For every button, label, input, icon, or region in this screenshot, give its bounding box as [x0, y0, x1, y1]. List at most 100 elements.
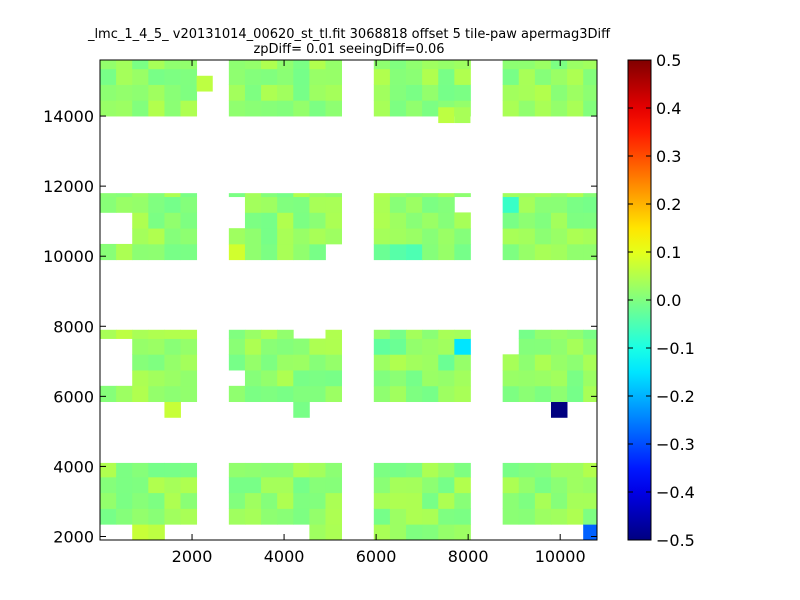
heatmap-cell: [583, 196, 598, 213]
heatmap-cell: [567, 476, 584, 494]
heatmap-cell: [116, 60, 133, 70]
heatmap-cell: [228, 68, 246, 85]
heatmap-cell: [373, 462, 391, 478]
heatmap-cell: [502, 354, 520, 371]
heatmap-cell: [454, 476, 471, 494]
heatmap-cell: [567, 68, 584, 85]
heatmap-cell: [502, 228, 520, 245]
heatmap-cell: [550, 243, 568, 261]
heatmap-cell: [550, 228, 568, 245]
heatmap-cell: [502, 492, 520, 509]
heatmap-cell: [406, 370, 423, 387]
x-axis: 2000 4000 6000 8000 10000: [172, 60, 586, 566]
heatmap-cell: [518, 228, 536, 245]
heatmap-cell: [567, 212, 584, 229]
heatmap-cell: [583, 243, 598, 261]
heatmap-cell: [228, 492, 246, 509]
y-tick-label: 8000: [53, 317, 94, 336]
heatmap-cell: [132, 385, 149, 403]
heatmap-cell: [180, 243, 198, 261]
heatmap-cell: [583, 370, 598, 387]
heatmap-cell: [309, 354, 326, 371]
heatmap-cell: [261, 100, 278, 117]
heatmap-cell: [148, 338, 165, 355]
heatmap-cell: [228, 476, 246, 494]
heatmap-cell: [132, 338, 149, 355]
heatmap-cell: [373, 508, 391, 525]
heatmap-cell: [389, 462, 407, 478]
heatmap-cell: [422, 354, 439, 371]
heatmap-cell: [164, 354, 181, 371]
x-tick-label: 8000: [448, 547, 489, 566]
heatmap-cell: [309, 524, 326, 541]
y-axis: 2000 4000 6000 8000 10000 12000 14000: [43, 107, 597, 546]
heatmap-cell: [518, 508, 536, 525]
heatmap-cell: [228, 100, 246, 117]
heatmap-cell: [373, 370, 391, 387]
heatmap-cell: [550, 329, 568, 339]
heatmap-cell: [550, 100, 568, 117]
heatmap-cell: [148, 193, 165, 198]
heatmap-cell: [550, 60, 568, 70]
heatmap-cell: [406, 243, 423, 261]
heatmap-cell: [164, 476, 181, 494]
heatmap-cell: [373, 212, 391, 229]
heatmap-cell: [100, 462, 117, 478]
heatmap-cell: [534, 243, 552, 261]
heatmap-cell: [438, 492, 455, 509]
heatmap-cell: [325, 68, 342, 85]
heatmap-cell: [502, 68, 520, 85]
heatmap-cell: [325, 524, 342, 541]
heatmap-cell: [293, 243, 310, 261]
heatmap-cell: [389, 60, 407, 70]
heatmap-cell: [422, 462, 439, 478]
heatmap-cell: [454, 462, 471, 478]
heatmap-cell: [228, 338, 246, 355]
heatmap-cell: [438, 107, 455, 124]
heatmap-cell: [180, 68, 198, 85]
heatmap-cell: [518, 492, 536, 509]
heatmap-cell: [228, 193, 246, 198]
heatmap-cell: [309, 212, 326, 229]
heatmap-cell: [406, 68, 423, 85]
heatmap-cell: [325, 462, 342, 478]
heatmap-cell: [148, 354, 165, 371]
heatmap-cell: [148, 462, 165, 478]
heatmap-cell: [502, 196, 520, 213]
heatmap-cell: [534, 508, 552, 525]
heatmap-cell: [325, 212, 342, 229]
heatmap-cell: [518, 100, 536, 117]
heatmap-cell: [454, 193, 471, 198]
heatmap-cell: [534, 228, 552, 245]
heatmap-cell: [567, 354, 584, 371]
heatmap-cell: [164, 100, 181, 117]
colorbar-tick-label: −0.1: [656, 339, 695, 358]
heatmap-cell: [567, 338, 584, 355]
heatmap-cell: [164, 228, 181, 245]
heatmap-cell: [277, 385, 294, 403]
heatmap-cell: [550, 492, 568, 509]
heatmap-cell: [567, 84, 584, 101]
heatmap-cell: [180, 196, 198, 213]
heatmap-cell: [438, 212, 455, 229]
heatmap-cell: [438, 84, 455, 101]
heatmap-cell: [550, 401, 568, 418]
heatmap-cell: [422, 524, 439, 541]
heatmap-cell: [293, 508, 310, 525]
heatmap-cell: [325, 196, 342, 213]
heatmap-cell: [583, 100, 598, 117]
heatmap-cell: [518, 196, 536, 213]
heatmap-cell: [148, 243, 165, 261]
heatmap-cell: [293, 385, 310, 403]
chart-title-line-1: _lmc_1_4_5_ v20131014_00620_st_tl.fit 30…: [87, 27, 611, 42]
heatmap-cell: [244, 68, 262, 85]
heatmap-cell: [148, 370, 165, 387]
heatmap-cell: [100, 476, 117, 494]
heatmap-cell: [180, 476, 198, 494]
heatmap-cell: [164, 492, 181, 509]
heatmap-cell: [454, 107, 471, 124]
heatmap-cell: [567, 243, 584, 261]
heatmap-cell: [132, 60, 149, 70]
heatmap-cell: [422, 193, 439, 198]
